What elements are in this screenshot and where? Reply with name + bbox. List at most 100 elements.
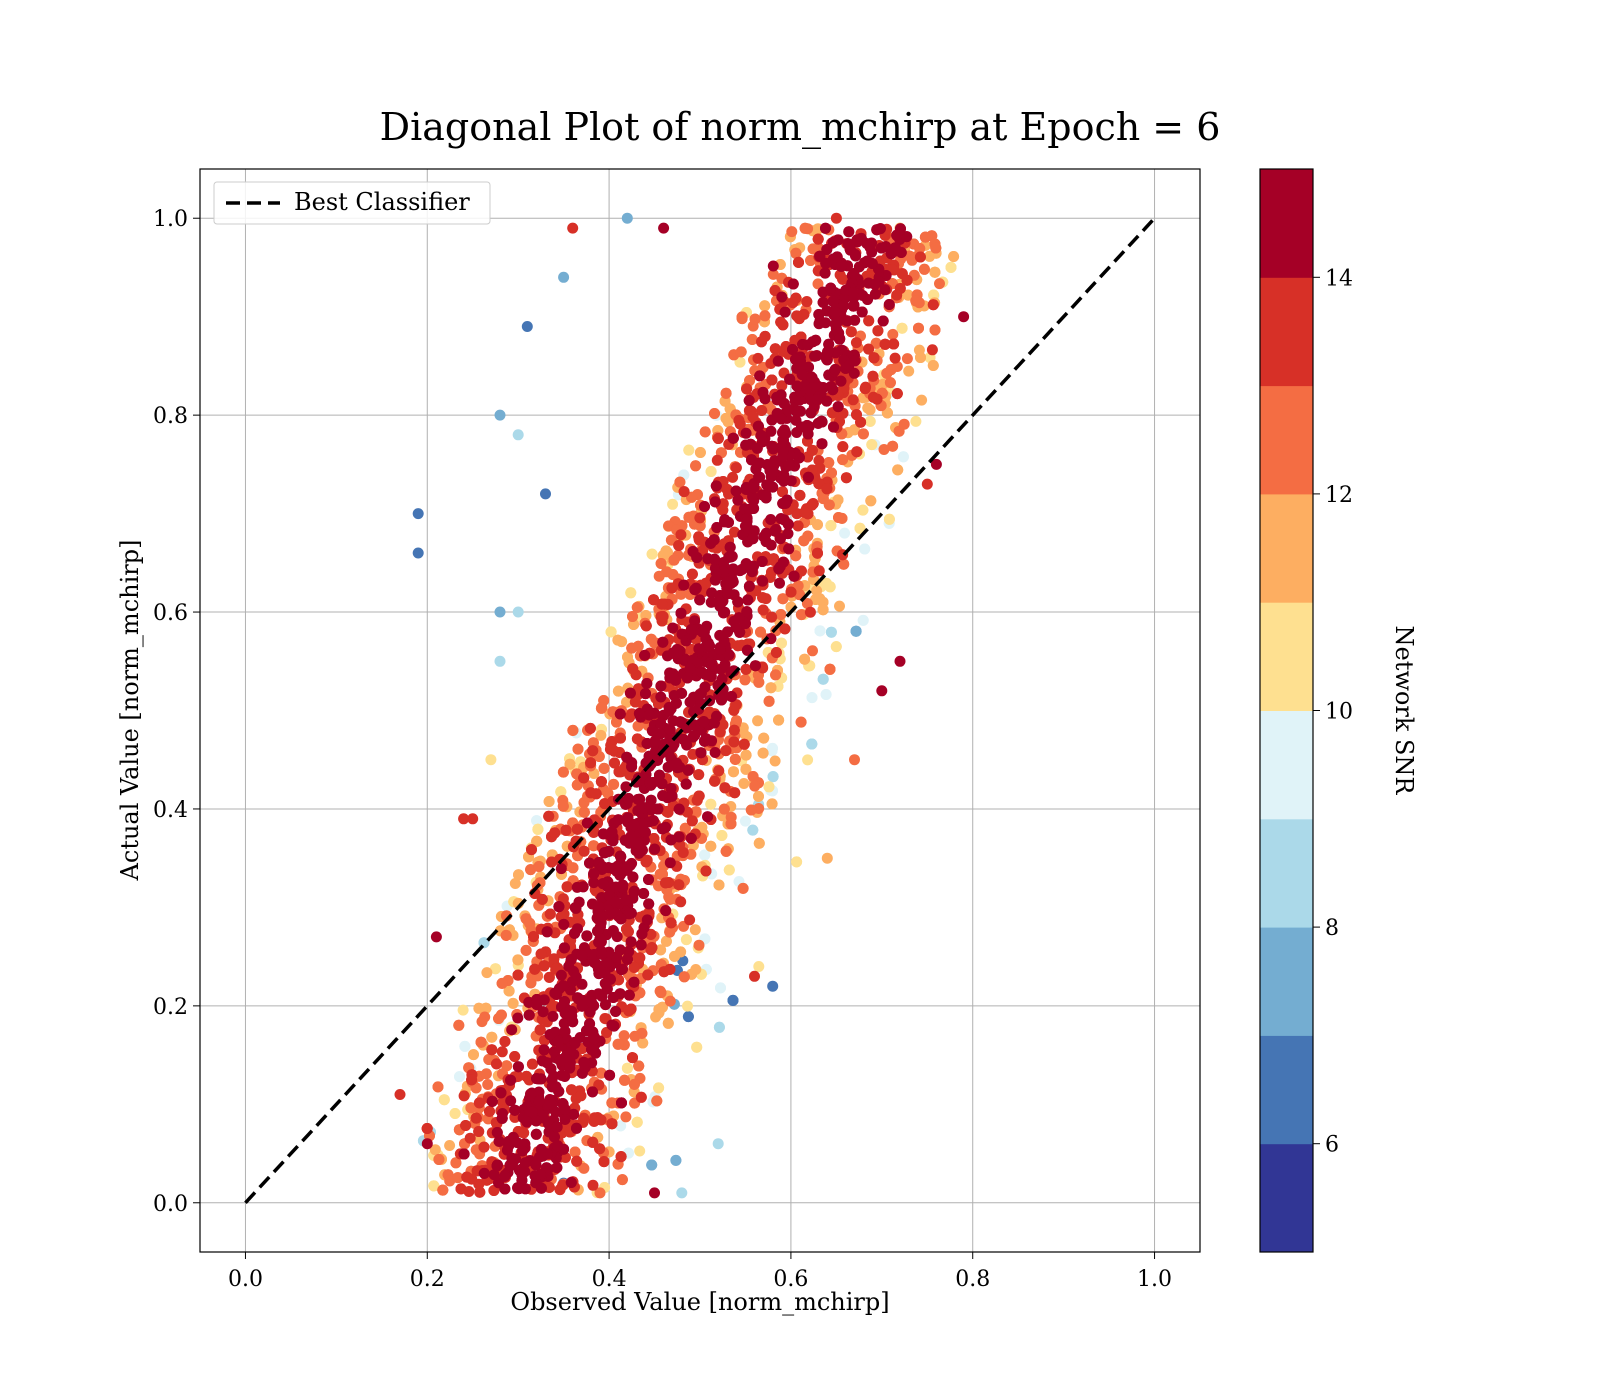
scatter-point: [705, 840, 717, 852]
scatter-point: [478, 1141, 490, 1153]
scatter-point: [791, 856, 803, 868]
scatter-point: [695, 747, 707, 759]
scatter-point: [765, 514, 777, 525]
scatter-point: [848, 299, 860, 311]
scatter-point: [412, 508, 424, 520]
scatter-point: [809, 350, 821, 362]
scatter-point: [525, 977, 537, 989]
scatter-point: [559, 1025, 571, 1037]
scatter-point: [877, 315, 889, 327]
scatter-point: [561, 881, 573, 893]
scatter-point: [777, 445, 789, 457]
scatter-point: [638, 888, 650, 899]
scatter-point: [716, 830, 728, 841]
scatter-point: [802, 428, 814, 440]
scatter-point: [533, 1095, 545, 1107]
scatter-point: [824, 581, 836, 593]
scatter-point: [806, 738, 818, 750]
scatter-point: [657, 611, 669, 622]
scatter-point: [708, 717, 720, 729]
scatter-point: [798, 535, 810, 547]
scatter-point: [655, 558, 667, 569]
scatter-point: [930, 242, 942, 254]
scatter-point: [741, 383, 753, 395]
scatter-point: [505, 1074, 517, 1086]
scatter-point: [705, 798, 717, 810]
scatter-point: [534, 1024, 546, 1036]
scatter-point: [559, 1113, 571, 1125]
scatter-point: [635, 939, 647, 951]
scatter-point: [711, 454, 723, 466]
scatter-point: [814, 315, 826, 327]
scatter-point: [887, 440, 899, 452]
scatter-point: [682, 1011, 694, 1023]
scatter-point: [541, 926, 553, 938]
scatter-point: [653, 570, 665, 582]
scatter-point: [647, 777, 659, 788]
scatter-point: [883, 299, 895, 310]
scatter-point: [763, 781, 775, 793]
scatter-point: [458, 1148, 470, 1160]
scatter-point: [683, 444, 695, 456]
scatter-point: [778, 427, 789, 439]
scatter-point: [631, 733, 643, 745]
scatter-point: [667, 647, 679, 659]
scatter-point: [891, 388, 903, 400]
scatter-point: [569, 1036, 581, 1048]
scatter-point: [555, 863, 567, 875]
scatter-point: [727, 994, 739, 1006]
scatter-point: [491, 1058, 502, 1070]
scatter-point: [684, 914, 696, 926]
scatter-point: [544, 908, 556, 920]
scatter-point: [723, 864, 735, 876]
scatter-point: [739, 674, 751, 686]
scatter-point: [801, 296, 813, 308]
scatter-point: [473, 1097, 485, 1109]
scatter-point: [537, 1055, 548, 1067]
scatter-point: [859, 543, 871, 555]
scatter-point: [564, 1062, 576, 1074]
scatter-point: [596, 702, 608, 714]
scatter-point: [728, 766, 739, 778]
scatter-point: [812, 278, 824, 290]
scatter-point: [767, 771, 779, 783]
scatter-point: [767, 980, 779, 992]
scatter-point: [571, 779, 583, 791]
scatter-point: [661, 806, 673, 817]
scatter-point: [438, 1094, 450, 1106]
scatter-point: [737, 882, 749, 894]
scatter-point: [747, 533, 759, 545]
scatter-point: [675, 607, 687, 619]
scatter-point: [640, 688, 651, 700]
scatter-point: [584, 722, 596, 734]
scatter-point: [496, 1112, 508, 1124]
scatter-point: [557, 1179, 569, 1191]
scatter-point: [693, 643, 705, 655]
scatter-point: [868, 352, 880, 364]
scatter-point: [595, 1114, 607, 1126]
scatter-point: [755, 626, 766, 638]
scatter-point: [821, 852, 833, 864]
scatter-point: [650, 1011, 662, 1023]
scatter-point: [866, 439, 878, 451]
scatter-point: [554, 853, 566, 865]
scatter-point: [766, 440, 778, 452]
scatter-point: [888, 338, 900, 350]
scatter-point: [790, 247, 802, 259]
scatter-point: [588, 840, 600, 852]
scatter-point: [496, 1046, 508, 1058]
scatter-point: [837, 273, 849, 285]
scatter-point: [599, 1013, 611, 1024]
scatter-point: [821, 483, 833, 495]
scatter-point: [459, 1040, 471, 1052]
scatter-point: [614, 944, 626, 956]
scatter-point: [558, 271, 570, 283]
scatter-point: [883, 513, 895, 525]
scatter-point: [713, 765, 725, 777]
scatter-point: [612, 814, 624, 826]
scatter-point: [712, 1138, 724, 1150]
scatter-point: [486, 1095, 498, 1107]
scatter-point: [560, 824, 572, 836]
scatter-point: [519, 1157, 531, 1169]
scatter-point: [578, 1112, 590, 1124]
